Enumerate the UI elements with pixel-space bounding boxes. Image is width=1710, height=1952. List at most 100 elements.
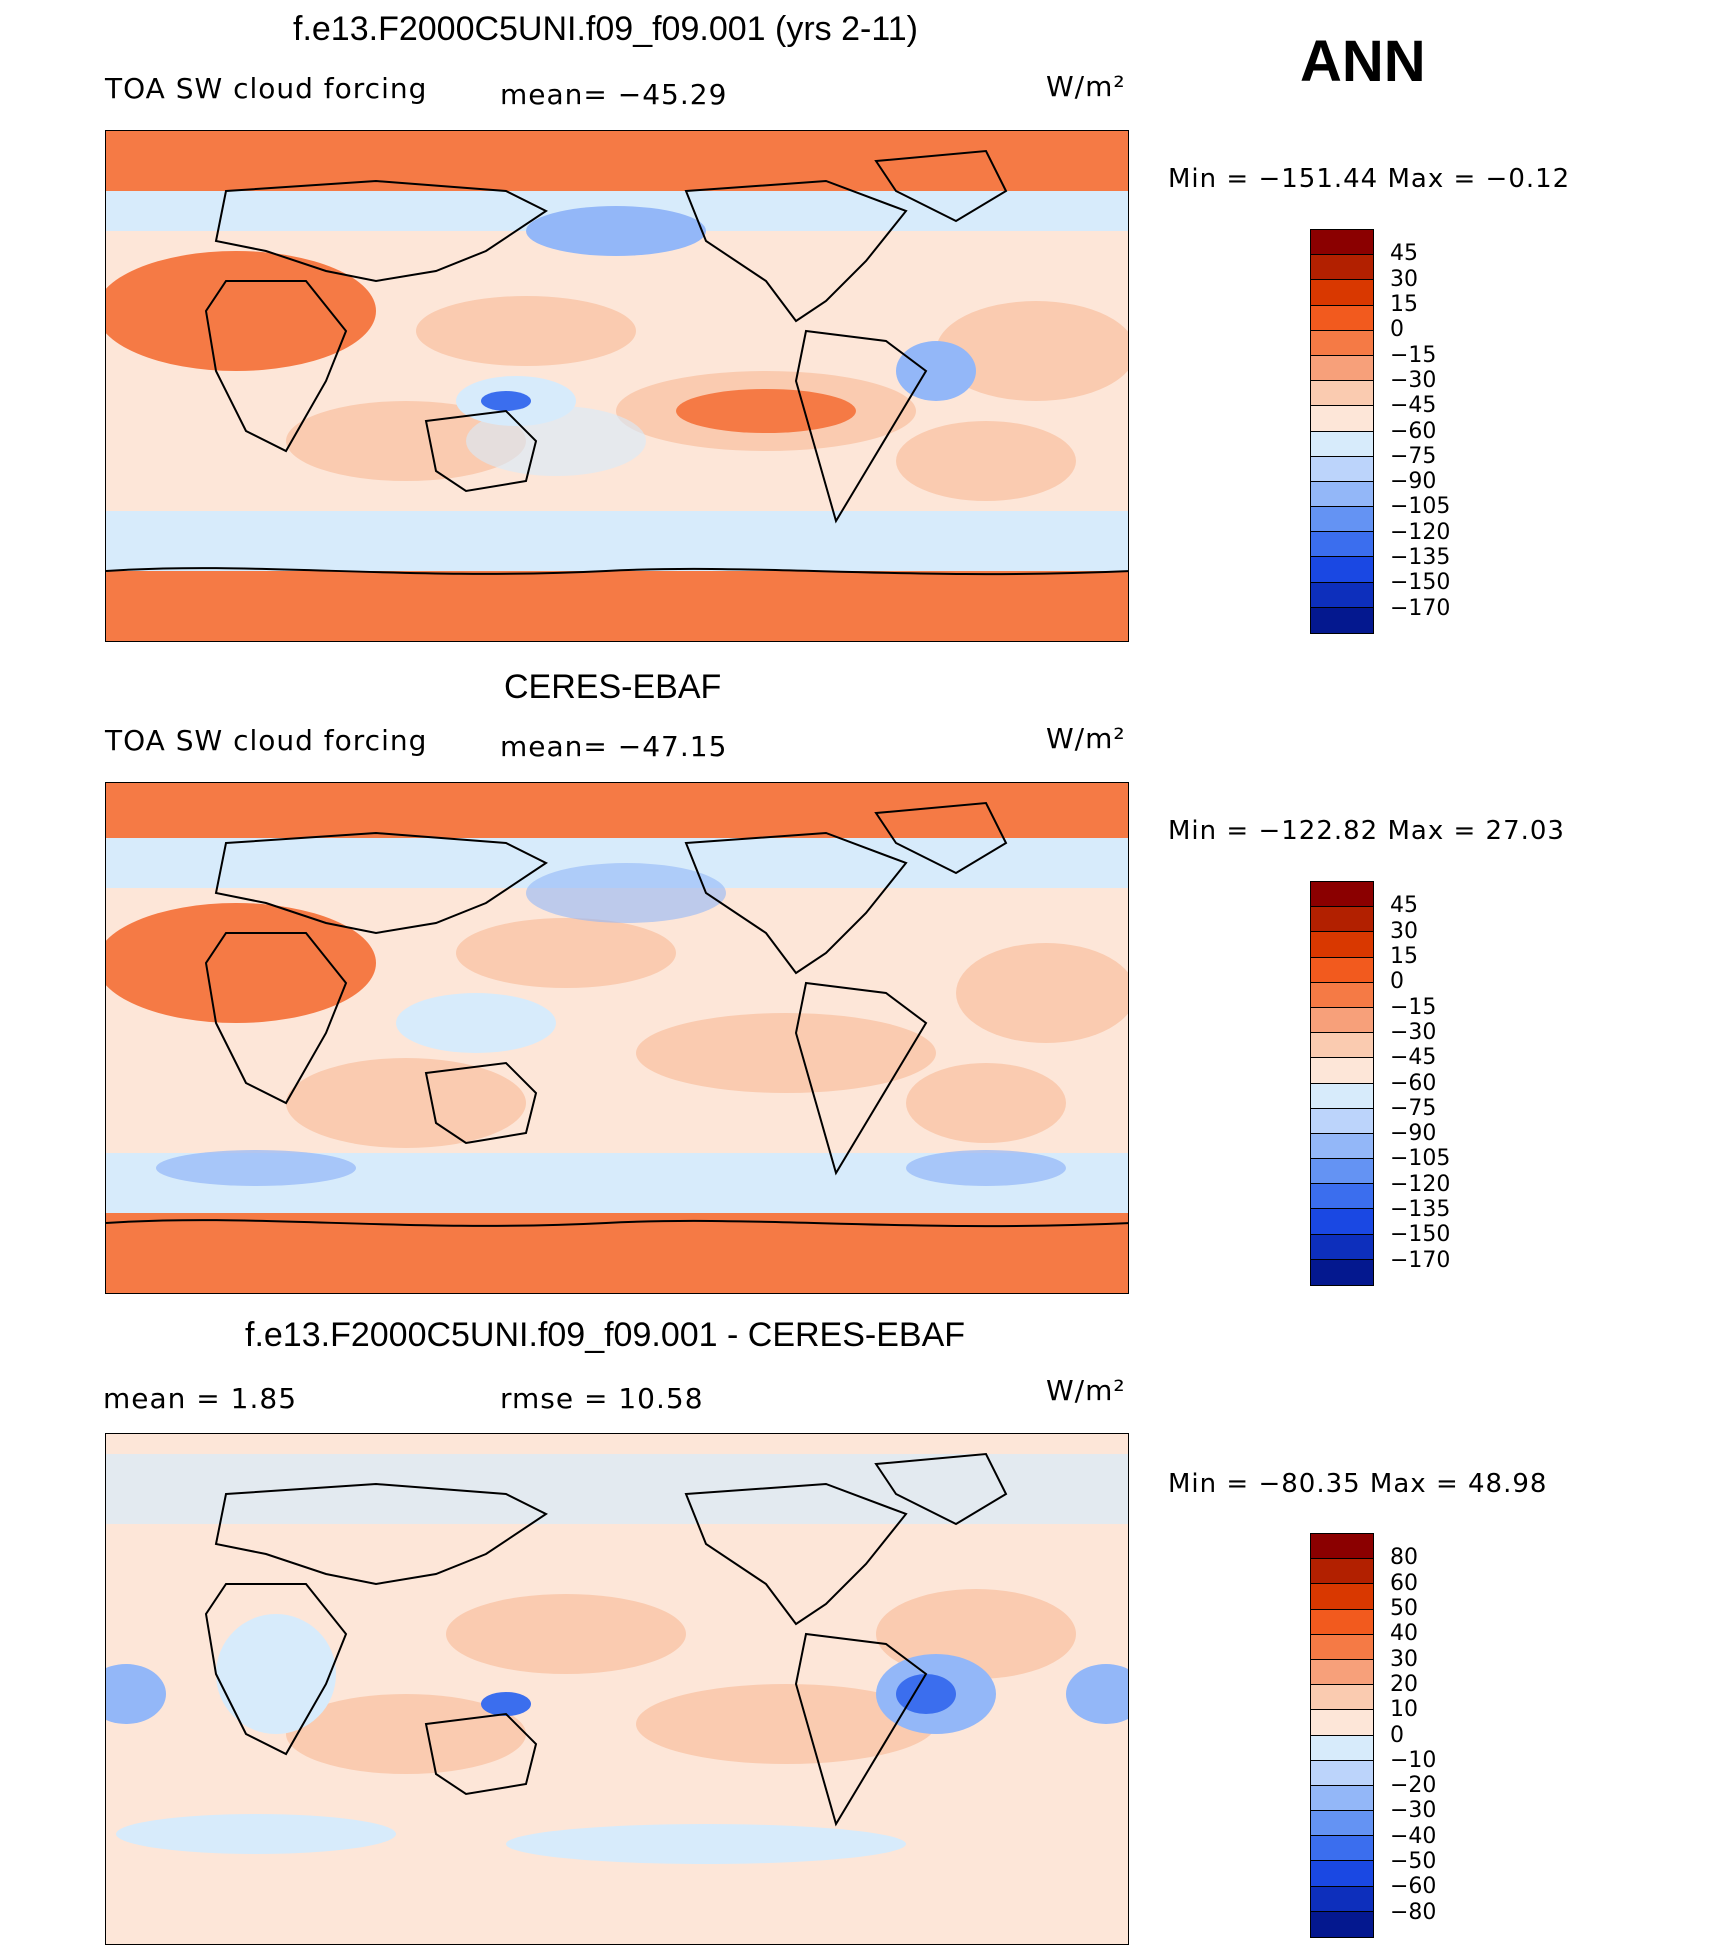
colorbar-tick-label: −135 bbox=[1390, 1197, 1451, 1223]
panel2-map-field bbox=[106, 783, 1128, 1293]
colorbar-tick-label: −30 bbox=[1390, 1019, 1437, 1045]
panel2-variable: TOA SW cloud forcing bbox=[105, 724, 428, 757]
colorbar-tick-label: 50 bbox=[1390, 1595, 1418, 1621]
colorbar-tick-label: 15 bbox=[1390, 943, 1418, 969]
colorbar-swatch bbox=[1311, 1083, 1373, 1109]
colorbar-swatch bbox=[1311, 1007, 1373, 1034]
colorbar-swatch bbox=[1311, 532, 1373, 558]
panel3-units: W/m² bbox=[1046, 1374, 1126, 1407]
colorbar-tick-label: −75 bbox=[1390, 1095, 1437, 1121]
colorbar-swatch bbox=[1311, 1234, 1373, 1260]
season-label: ANN bbox=[1300, 29, 1426, 94]
colorbar-swatch bbox=[1311, 381, 1373, 407]
colorbar-swatch bbox=[1311, 957, 1373, 983]
colorbar-tick-label: 10 bbox=[1390, 1697, 1418, 1723]
colorbar-swatch bbox=[1311, 1659, 1373, 1686]
colorbar-tick-label: 30 bbox=[1390, 266, 1418, 292]
colorbar-swatch bbox=[1311, 1836, 1373, 1862]
colorbar-tick-label: −30 bbox=[1390, 367, 1437, 393]
colorbar-tick-label: −90 bbox=[1390, 1121, 1437, 1147]
colorbar-swatch bbox=[1311, 1159, 1373, 1185]
colorbar-tick-label: −105 bbox=[1390, 1146, 1451, 1172]
colorbar-tick-label: 40 bbox=[1390, 1621, 1418, 1647]
colorbar-swatch bbox=[1311, 1760, 1373, 1786]
colorbar-tick-label: −60 bbox=[1390, 1070, 1437, 1096]
colorbar-swatch bbox=[1311, 255, 1373, 281]
colorbar-tick-label: 60 bbox=[1390, 1570, 1418, 1596]
panel1-variable: TOA SW cloud forcing bbox=[105, 72, 428, 105]
panel1-map bbox=[105, 130, 1129, 642]
colorbar-swatch bbox=[1311, 481, 1373, 508]
colorbar-swatch bbox=[1311, 1911, 1373, 1937]
colorbar-tick-label: −10 bbox=[1390, 1747, 1437, 1773]
colorbar-swatch bbox=[1311, 1811, 1373, 1837]
colorbar-tick-label: −105 bbox=[1390, 494, 1451, 520]
panel3-rmse: rmse = 10.58 bbox=[500, 1382, 704, 1415]
colorbar-tick-label: −40 bbox=[1390, 1823, 1437, 1849]
colorbar-swatch bbox=[1311, 1133, 1373, 1160]
colorbar-tick-label: 0 bbox=[1390, 1722, 1404, 1748]
colorbar-tick-label: −30 bbox=[1390, 1798, 1437, 1824]
colorbar-swatch bbox=[1311, 1785, 1373, 1812]
colorbar-tick-label: −45 bbox=[1390, 1045, 1437, 1071]
colorbar-swatch bbox=[1311, 1058, 1373, 1084]
colorbar-swatch bbox=[1311, 1710, 1373, 1736]
colorbar-swatch bbox=[1311, 582, 1373, 608]
colorbar-swatch bbox=[1311, 932, 1373, 958]
colorbar-swatch bbox=[1311, 230, 1373, 256]
panel2-minmax: Min = −122.82 Max = 27.03 bbox=[1168, 816, 1565, 846]
panel2-colorbar bbox=[1310, 881, 1374, 1286]
panel2-title: CERES-EBAF bbox=[504, 668, 722, 706]
colorbar-swatch bbox=[1311, 1861, 1373, 1887]
panel3-minmax: Min = −80.35 Max = 48.98 bbox=[1168, 1469, 1548, 1499]
colorbar-swatch bbox=[1311, 305, 1373, 331]
colorbar-swatch bbox=[1311, 1685, 1373, 1711]
colorbar-swatch bbox=[1311, 1033, 1373, 1059]
colorbar-swatch bbox=[1311, 1735, 1373, 1761]
colorbar-tick-label: 0 bbox=[1390, 317, 1404, 343]
panel1-colorbar bbox=[1310, 229, 1374, 634]
colorbar-swatch bbox=[1311, 456, 1373, 482]
page-title: f.e13.F2000C5UNI.f09_f09.001 (yrs 2-11) bbox=[293, 10, 918, 48]
panel2-map bbox=[105, 782, 1129, 1294]
panel2-units: W/m² bbox=[1046, 722, 1126, 755]
colorbar-tick-label: −60 bbox=[1390, 1874, 1437, 1900]
colorbar-tick-label: 0 bbox=[1390, 969, 1404, 995]
colorbar-swatch bbox=[1311, 1108, 1373, 1134]
colorbar-swatch bbox=[1311, 280, 1373, 306]
colorbar-tick-label: 20 bbox=[1390, 1671, 1418, 1697]
colorbar-tick-label: 45 bbox=[1390, 241, 1418, 267]
colorbar-swatch bbox=[1311, 557, 1373, 583]
colorbar-tick-label: −45 bbox=[1390, 393, 1437, 419]
colorbar-swatch bbox=[1311, 1886, 1373, 1912]
colorbar-tick-label: −20 bbox=[1390, 1773, 1437, 1799]
panel2-colorbar-labels: 45 30 15 0 −15 −30 −45 −60 −75 −90 −105 −120 −135 −15… bbox=[1390, 881, 1510, 1286]
colorbar-tick-label: −120 bbox=[1390, 519, 1451, 545]
colorbar-tick-label: −120 bbox=[1390, 1171, 1451, 1197]
colorbar-tick-label: 30 bbox=[1390, 1646, 1418, 1672]
colorbar-swatch bbox=[1311, 607, 1373, 633]
colorbar-swatch bbox=[1311, 330, 1373, 356]
colorbar-swatch bbox=[1311, 431, 1373, 457]
panel3-colorbar-labels: 80 60 50 40 30 20 10 0 −10 −20 −30 −40 −50 −60 −80 bbox=[1390, 1533, 1510, 1938]
colorbar-tick-label: −50 bbox=[1390, 1849, 1437, 1875]
colorbar-tick-label: −60 bbox=[1390, 418, 1437, 444]
colorbar-tick-label: −15 bbox=[1390, 342, 1437, 368]
colorbar-swatch bbox=[1311, 355, 1373, 382]
colorbar-tick-label: −170 bbox=[1390, 595, 1451, 621]
colorbar-swatch bbox=[1311, 1609, 1373, 1635]
colorbar-tick-label: 30 bbox=[1390, 918, 1418, 944]
colorbar-swatch bbox=[1311, 982, 1373, 1008]
colorbar-swatch bbox=[1311, 1559, 1373, 1585]
colorbar-tick-label: 45 bbox=[1390, 893, 1418, 919]
colorbar-tick-label: −150 bbox=[1390, 570, 1451, 596]
colorbar-swatch bbox=[1311, 507, 1373, 533]
panel1-map-field bbox=[106, 131, 1128, 641]
colorbar-swatch bbox=[1311, 1584, 1373, 1610]
panel2-mean: mean= −47.15 bbox=[500, 730, 728, 763]
panel1-minmax: Min = −151.44 Max = −0.12 bbox=[1168, 164, 1571, 194]
colorbar-tick-label: −75 bbox=[1390, 443, 1437, 469]
panel3-title: f.e13.F2000C5UNI.f09_f09.001 - CERES-EBA… bbox=[245, 1316, 966, 1354]
panel1-colorbar-labels: 45 30 15 0 −15 −30 −45 −60 −75 −90 −105 −120 −135 −15… bbox=[1390, 229, 1510, 634]
panel3-map bbox=[105, 1433, 1129, 1945]
